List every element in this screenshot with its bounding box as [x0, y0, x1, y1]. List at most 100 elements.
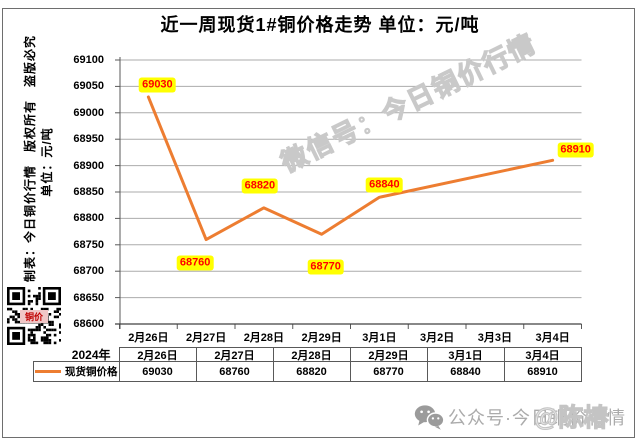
qr-module — [38, 328, 41, 332]
x-axis-label: 3月3日 — [477, 332, 512, 344]
y-axis-label: 69100 — [73, 54, 104, 66]
x-axis-label: 2月28日 — [243, 332, 285, 344]
qr-module — [9, 315, 13, 319]
table-value-cell: 68770 — [350, 362, 428, 382]
qr-module — [53, 310, 57, 313]
qr-module — [12, 318, 15, 321]
legend-line-swatch — [35, 370, 61, 373]
qr-module — [48, 333, 52, 337]
qr-module — [14, 310, 18, 313]
qr-module — [43, 307, 46, 311]
qr-module — [27, 300, 31, 303]
x-axis-label: 3月1日 — [362, 332, 397, 344]
qr-module — [30, 328, 33, 332]
table-value-cell: 68820 — [273, 362, 351, 382]
table-value-cell: 68760 — [196, 362, 274, 382]
y-axis-label: 68700 — [73, 265, 104, 278]
qr-module — [59, 323, 61, 326]
qr-module — [48, 328, 52, 332]
data-label: 68820 — [241, 178, 279, 194]
qr-module — [59, 326, 61, 329]
qr-center-label: 铜价 — [25, 311, 44, 322]
qr-module — [25, 307, 28, 311]
qr-module — [53, 333, 57, 337]
qr-module — [38, 297, 41, 300]
qr-module — [48, 323, 52, 326]
qr-module — [51, 328, 54, 332]
qr-module — [40, 323, 44, 326]
y-axis-label: 68600 — [73, 318, 104, 330]
qr-module — [53, 315, 57, 319]
x-axis-label: 3月4日 — [535, 332, 570, 344]
qr-module — [48, 339, 52, 342]
qr-module — [27, 302, 31, 306]
qr-module — [35, 326, 39, 329]
qr-module — [33, 336, 36, 339]
qr-module — [33, 333, 36, 337]
qr-module — [20, 310, 48, 323]
y-axis-label: 68850 — [73, 186, 104, 198]
qr-module — [27, 294, 31, 298]
qr-module — [12, 332, 20, 340]
y-axis-label: 68750 — [73, 238, 104, 251]
qr-module — [48, 313, 52, 316]
qr-module — [46, 339, 49, 342]
qr-module — [33, 294, 36, 298]
qr-module — [46, 307, 49, 311]
qr-module — [43, 326, 46, 329]
qr-module — [27, 328, 31, 332]
qr-module — [27, 333, 31, 337]
data-label: 69030 — [139, 77, 176, 93]
qr-module — [30, 331, 33, 334]
data-label: 68840 — [366, 177, 403, 193]
qr-module — [7, 318, 10, 321]
qr-module — [27, 339, 31, 342]
x-axis-label: 2月29日 — [301, 332, 342, 344]
data-label: 68760 — [176, 255, 214, 271]
qr-module — [14, 313, 18, 316]
qr-module — [46, 333, 49, 337]
qr-module — [30, 307, 33, 311]
qr-module — [17, 315, 20, 319]
qr-module — [38, 294, 41, 298]
legend-label: 现货铜价格 — [65, 366, 118, 378]
qr-module — [46, 336, 49, 339]
qr-module — [35, 302, 39, 306]
qr-module — [43, 331, 46, 334]
qr-module — [33, 339, 36, 342]
qr-module — [30, 300, 33, 303]
qr-module — [48, 320, 52, 324]
x-axis-label: 3月2日 — [420, 332, 455, 344]
table-legend-cell: 现货铜价格 — [33, 362, 120, 382]
qr-module — [43, 336, 46, 339]
qr-module — [14, 318, 18, 321]
data-label: 68910 — [557, 142, 594, 158]
y-axis-label: 68650 — [73, 291, 104, 304]
qr-module — [56, 307, 59, 311]
qr-module — [35, 341, 39, 345]
table-value-cell: 68910 — [504, 362, 582, 382]
qr-module — [48, 341, 52, 345]
qr-module — [59, 307, 61, 311]
table-date-cell: 3月4日 — [504, 347, 582, 362]
qr-module — [30, 341, 33, 345]
qr-module — [22, 307, 26, 311]
qr-module — [59, 339, 61, 342]
qr-module — [12, 310, 15, 313]
qr-module — [51, 323, 54, 326]
qr-module — [51, 320, 54, 324]
qr-module — [17, 313, 20, 316]
x-axis-label: 2月27日 — [185, 332, 227, 344]
y-axis-label: 69000 — [73, 106, 104, 119]
qr-module — [33, 328, 36, 332]
table-date-cell: 2月28日 — [273, 347, 351, 362]
qr-module — [12, 315, 15, 319]
qr-module — [59, 331, 61, 334]
qr-module — [14, 320, 18, 324]
qr-module — [30, 339, 33, 342]
data-label: 68770 — [307, 259, 344, 275]
price-line-series — [146, 95, 555, 242]
qr-module — [38, 323, 41, 326]
